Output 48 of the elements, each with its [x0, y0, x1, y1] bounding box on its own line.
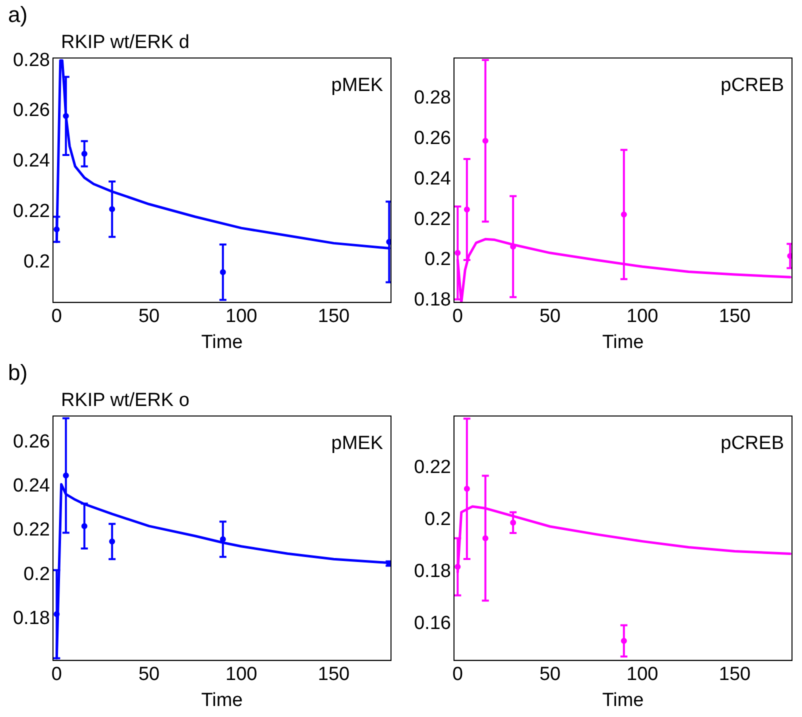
x-axis-title: Time: [201, 332, 243, 353]
y-tick-label: 0.22: [12, 200, 50, 222]
y-tick-label: 0.28: [12, 50, 50, 71]
x-axis-title: Time: [602, 332, 644, 353]
x-tick-label: 0: [51, 664, 62, 686]
y-tick-label: 0.22: [414, 208, 451, 230]
y-tick-label: 0.26: [12, 100, 50, 122]
text: a): [8, 2, 28, 27]
y-tick-label: 0.2: [24, 564, 50, 585]
y-tick-label: 0.2: [424, 509, 451, 530]
y-tick-label: 0.18: [12, 608, 50, 629]
y-tick-label: 0.2: [424, 249, 451, 270]
x-tick-label: 100: [626, 306, 658, 328]
y-tick-label: 0.18: [414, 561, 451, 582]
y-tick-label: 0.22: [12, 520, 50, 541]
x-tick-label: 50: [539, 664, 561, 686]
x-tick-label: 150: [318, 306, 350, 328]
x-tick-label: 0: [452, 306, 463, 328]
annotation: pMEK: [331, 433, 384, 454]
x-tick-label: 50: [138, 306, 160, 328]
y-tick-label: 0.2: [24, 251, 50, 272]
x-tick-label: 100: [226, 664, 258, 686]
chart-title: RKIP wt/ERK o: [60, 390, 190, 411]
y-tick-label: 0.24: [12, 476, 50, 497]
x-tick-label: 150: [318, 664, 350, 686]
y-tick-label: 0.24: [414, 168, 452, 190]
x-tick-label: 150: [718, 664, 751, 686]
text: b): [8, 360, 28, 385]
x-tick-label: 150: [718, 306, 751, 328]
y-tick-label: 0.26: [414, 128, 451, 150]
annotation: pCREB: [720, 433, 784, 454]
x-tick-label: 0: [452, 664, 463, 686]
y-tick-label: 0.26: [12, 432, 50, 453]
x-axis-title: Time: [201, 690, 243, 711]
x-tick-label: 50: [539, 306, 561, 328]
x-tick-label: 100: [626, 664, 658, 686]
x-tick-label: 50: [138, 664, 160, 686]
chart-title: RKIP wt/ERK d: [60, 32, 190, 53]
y-tick-label: 0.18: [414, 290, 451, 311]
y-tick-label: 0.28: [414, 88, 451, 109]
y-tick-label: 0.16: [414, 613, 451, 634]
x-tick-label: 100: [226, 306, 258, 328]
x-tick-label: 0: [51, 306, 62, 328]
x-axis-title: Time: [602, 690, 644, 711]
annotation: pMEK: [331, 75, 384, 96]
annotation: pCREB: [720, 75, 784, 96]
y-tick-label: 0.24: [12, 150, 50, 172]
y-tick-label: 0.22: [414, 457, 451, 478]
